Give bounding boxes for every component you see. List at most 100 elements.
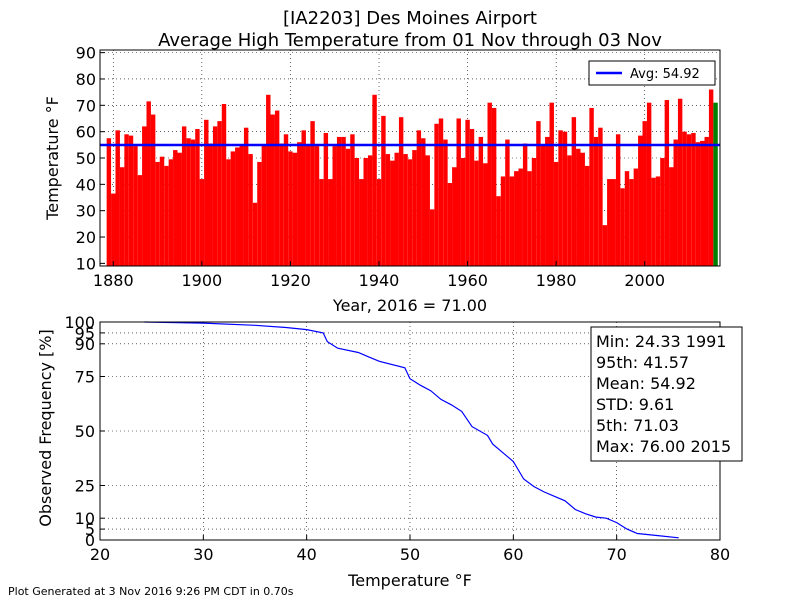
bottom-x-tick-label: 40 (296, 545, 316, 564)
bar (363, 158, 368, 266)
bar (212, 126, 218, 266)
legend-label: Avg: 54.92 (630, 67, 700, 82)
bar (500, 176, 506, 266)
bar (319, 179, 324, 266)
bar (646, 102, 652, 267)
bar (301, 130, 306, 266)
bar (443, 139, 448, 266)
bar (270, 114, 275, 266)
bar (677, 98, 683, 266)
top-x-tick-label: 1900 (181, 271, 222, 290)
top-ticks: 1880 1900 1920 1940 1960 1980 2000 10 20 30 40 50 60… (76, 44, 665, 290)
bar (217, 121, 222, 266)
bar (385, 154, 391, 266)
bar (332, 146, 337, 266)
bottom-x-axis-label: Temperature °F (347, 571, 472, 590)
bar (407, 159, 413, 266)
bar (522, 143, 528, 266)
bar (607, 179, 612, 266)
bar (615, 134, 621, 266)
bar (438, 118, 444, 266)
bar (341, 136, 346, 266)
bar (292, 152, 298, 266)
bar (682, 131, 687, 266)
bar (243, 127, 249, 267)
bottom-y-tick-label: 100 (64, 313, 95, 332)
bar (584, 165, 590, 266)
bar (336, 136, 342, 266)
bar (633, 168, 639, 266)
bar (691, 132, 696, 266)
top-y-tick-label: 10 (76, 254, 96, 273)
bar (190, 139, 196, 266)
bar (655, 176, 661, 266)
bar (496, 196, 501, 266)
bar (708, 89, 714, 266)
bar-current-year (713, 102, 718, 267)
bar (416, 130, 422, 266)
bar (111, 193, 116, 266)
bar (124, 134, 129, 266)
bar (611, 179, 616, 266)
bottom-y-tick-label: 75 (75, 368, 95, 387)
bar (257, 161, 262, 266)
bar (261, 144, 267, 266)
bar (589, 107, 594, 266)
bar (403, 154, 408, 266)
bar (115, 130, 120, 266)
bar (248, 154, 253, 266)
bar (204, 119, 209, 267)
stat-mean: Mean: 54.92 (596, 374, 696, 393)
bar (367, 155, 373, 266)
bar (571, 117, 577, 266)
bar (651, 177, 656, 266)
bar (456, 118, 461, 266)
bar (279, 143, 284, 266)
bar (429, 209, 435, 266)
bar (155, 161, 160, 266)
bar (350, 134, 355, 266)
bottom-y-tick-label: 90 (75, 335, 95, 354)
bar (274, 110, 280, 267)
top-x-tick-label: 1960 (447, 271, 488, 290)
bar (394, 152, 399, 266)
footer-text: Plot Generated at 3 Nov 2016 9:26 PM CDT… (8, 585, 294, 598)
bar (381, 115, 386, 266)
bar (624, 171, 630, 266)
top-bars (106, 89, 718, 267)
bottom-y-tick-label: 50 (75, 422, 95, 441)
stat-min: Min: 24.33 1991 (596, 332, 726, 351)
bar (664, 100, 670, 266)
bar (483, 163, 488, 266)
legend: Avg: 54.92 (588, 60, 716, 86)
bar (518, 168, 523, 266)
bar (598, 127, 603, 267)
bar (638, 135, 643, 266)
bottom-x-tick-label: 80 (710, 545, 730, 564)
bar (686, 134, 692, 266)
top-y-tick-label: 50 (76, 149, 96, 168)
bar (119, 167, 125, 266)
bar (505, 139, 510, 266)
bar (345, 148, 351, 266)
bar (177, 152, 182, 266)
bar (376, 179, 382, 266)
bar (239, 144, 244, 266)
bar (181, 126, 187, 266)
bar (235, 147, 240, 266)
stat-5th: 5th: 71.03 (596, 416, 679, 435)
bar (567, 155, 572, 266)
top-x-axis-label: Year, 2016 = 71.00 (332, 296, 487, 315)
bar (487, 102, 492, 267)
bar (531, 158, 537, 266)
top-x-tick-label: 2000 (624, 271, 665, 290)
bar (545, 136, 550, 266)
top-y-tick-label: 30 (76, 202, 96, 221)
top-y-axis-label: Temperature °F (43, 96, 62, 221)
bar (536, 121, 541, 266)
bar (359, 179, 364, 266)
bar (509, 176, 515, 266)
bar (669, 167, 674, 266)
